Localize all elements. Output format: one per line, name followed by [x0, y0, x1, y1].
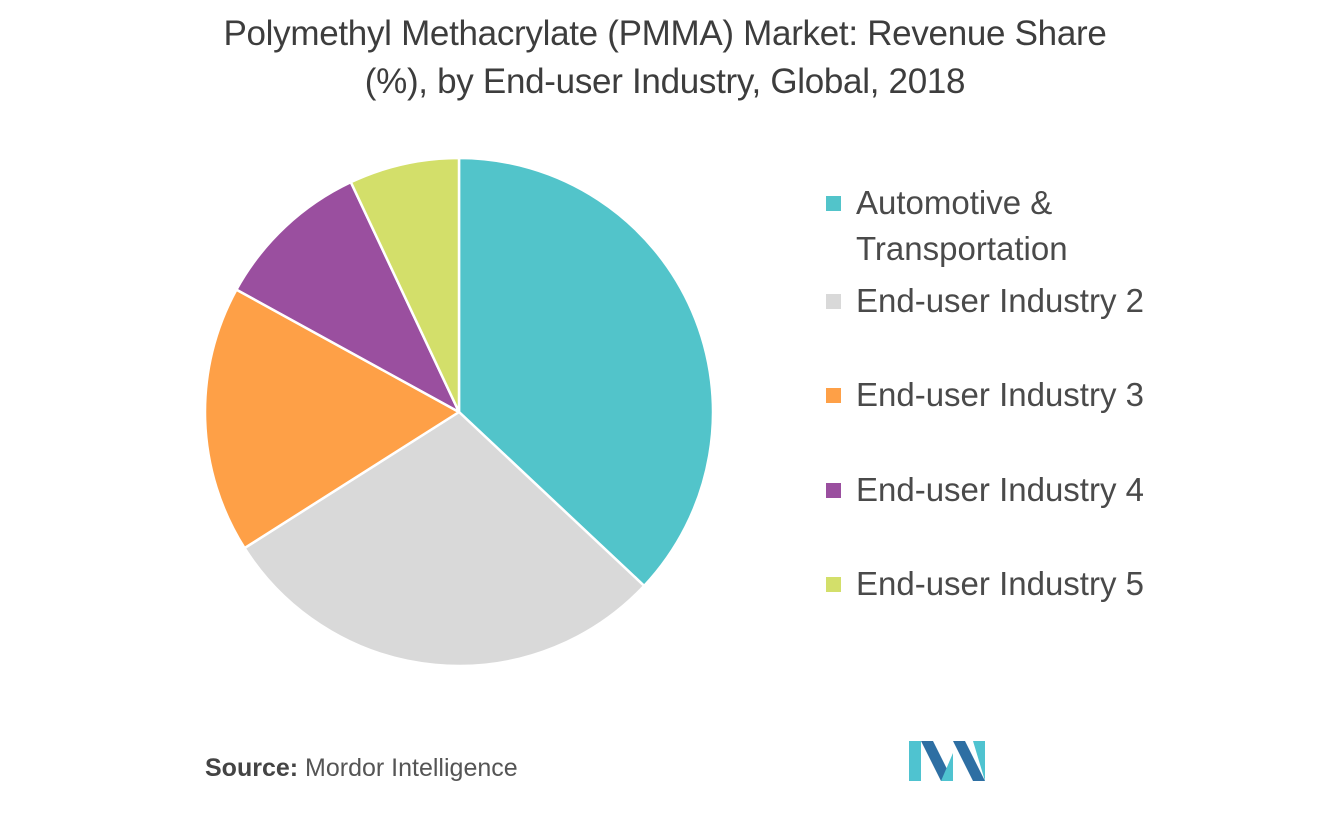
pie-slice-industry-2	[243, 410, 646, 668]
chart-title-line-2: (%), by End-user Industry, Global, 2018	[364, 62, 966, 101]
legend-swatch-industry-2	[826, 294, 841, 309]
legend-label-automotive: Automotive & Transportation	[856, 184, 1068, 267]
legend-label-industry-4: End-user Industry 4	[856, 471, 1144, 508]
pie-slice-industry-4	[235, 180, 461, 414]
pie-slice-industry-3	[203, 288, 461, 550]
pie-slice-automotive	[457, 156, 715, 588]
legend-label-industry-3: End-user Industry 3	[856, 376, 1144, 413]
legend-swatch-industry-5	[826, 577, 841, 592]
legend-swatch-industry-4	[826, 483, 841, 498]
source-note: Source: Mordor Intelligence	[205, 754, 518, 783]
legend-label-industry-2: End-user Industry 2	[856, 282, 1144, 319]
chart-title: Polymethyl Methacrylate (PMMA) Market: R…	[0, 10, 1322, 106]
pie-slice-industry-5	[349, 156, 461, 414]
legend-swatch-automotive	[826, 196, 841, 211]
mordor-intelligence-logo	[909, 741, 985, 781]
source-value: Mordor Intelligence	[305, 754, 518, 782]
legend-label-industry-5: End-user Industry 5	[856, 565, 1144, 602]
chart-title-line-1: Polymethyl Methacrylate (PMMA) Market: R…	[223, 14, 1107, 53]
source-label: Source:	[205, 754, 299, 782]
legend-swatch-industry-3	[826, 388, 841, 403]
